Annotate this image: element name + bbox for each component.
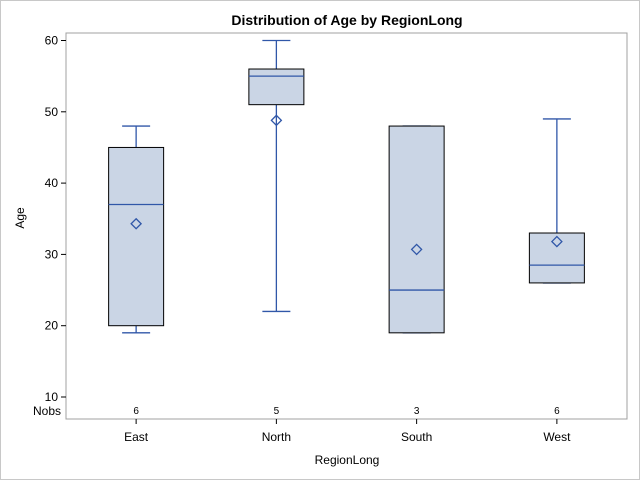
iqr-box-east: [108, 146, 165, 327]
y-tick-label-10: 10: [45, 390, 59, 404]
x-axis-label: RegionLong: [315, 453, 380, 467]
y-tick-label-30: 30: [45, 247, 59, 261]
nobs-row: Nobs 6 5 3 6: [33, 404, 560, 418]
mean-marker-south: [410, 243, 423, 256]
nobs-value-west: 6: [554, 406, 560, 417]
nobs-label: Nobs: [33, 404, 61, 418]
nobs-value-north: 5: [274, 406, 280, 417]
x-axis: East North South West: [124, 419, 571, 444]
iqr-box-north: [248, 68, 305, 106]
x-tick-label-east: East: [124, 430, 149, 444]
y-tick-label-40: 40: [45, 176, 59, 190]
nobs-value-south: 3: [414, 406, 420, 417]
plot-area: [65, 32, 628, 420]
mean-marker-east: [130, 217, 143, 230]
chart-title: Distribution of Age by RegionLong: [231, 12, 462, 28]
x-tick-label-north: North: [262, 430, 291, 444]
mean-marker-north: [270, 114, 283, 127]
iqr-box-south: [388, 125, 445, 334]
boxes-layer: [108, 39, 585, 334]
y-axis-label: Age: [13, 207, 27, 229]
box-west: [528, 118, 585, 284]
y-axis: 10 20 30 40 50 60: [45, 34, 66, 404]
iqr-box-west: [528, 232, 585, 284]
y-tick-label-60: 60: [45, 34, 59, 48]
y-tick-label-20: 20: [45, 319, 59, 333]
mean-marker-west: [550, 235, 563, 248]
x-tick-label-south: South: [401, 430, 432, 444]
x-tick-label-west: West: [543, 430, 571, 444]
y-tick-label-50: 50: [45, 105, 59, 119]
box-east: [108, 125, 165, 334]
box-north: [248, 39, 305, 313]
nobs-value-east: 6: [133, 406, 139, 417]
box-south: [388, 125, 445, 334]
